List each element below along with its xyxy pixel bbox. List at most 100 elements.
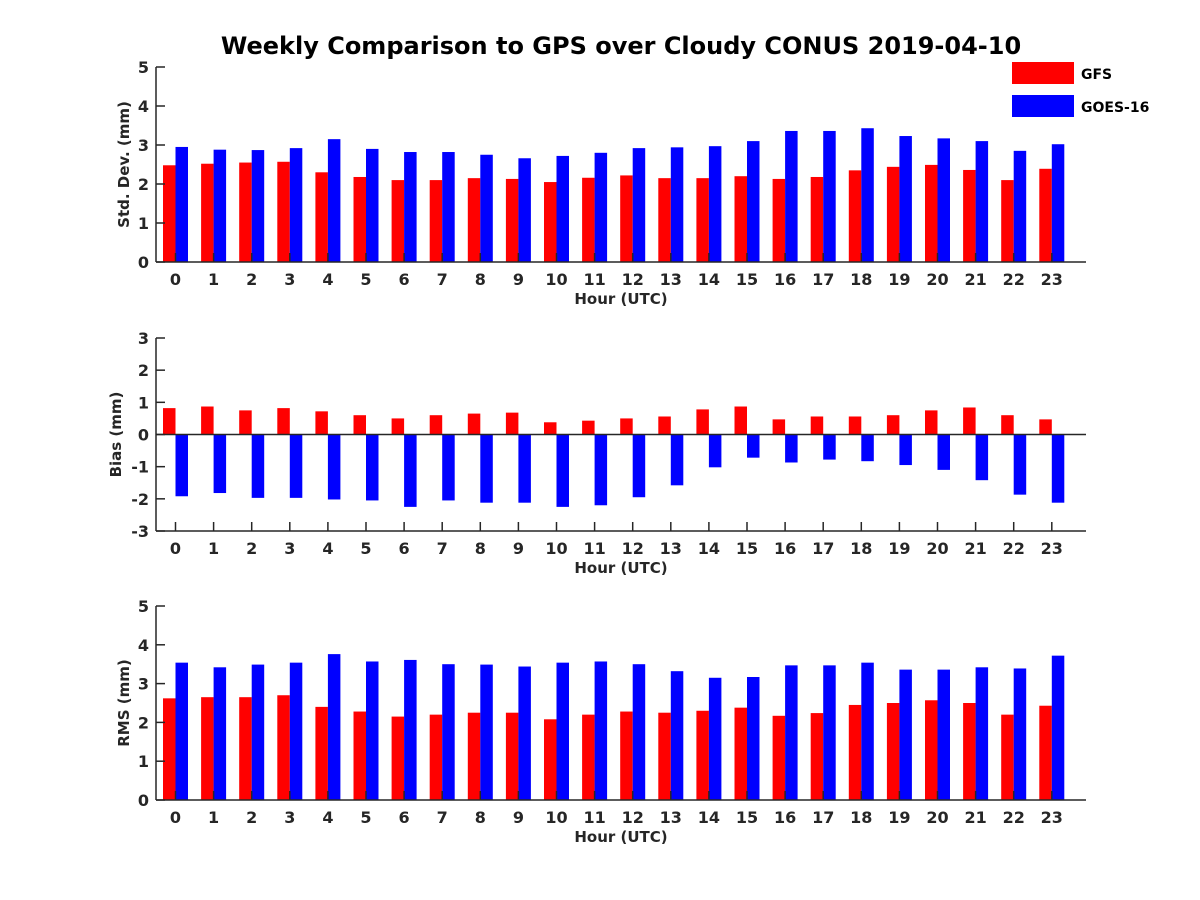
std-dev-bar-goes16-19	[899, 136, 912, 262]
rms-bar-goes16-22	[1013, 668, 1027, 800]
std-dev-x-tick-label: 13	[660, 270, 682, 289]
legend: GFS GOES-16	[1012, 62, 1149, 117]
bias-x-tick-label: 2	[246, 539, 257, 558]
bias-x-tick-label: 12	[622, 539, 644, 558]
bias-x-tick-label: 14	[698, 539, 720, 558]
std-dev-bar-goes16-6	[404, 152, 417, 262]
bias-bar-gfs-5	[353, 415, 366, 435]
rms-bar-gfs-3	[277, 695, 290, 800]
bias-x-tick-label: 18	[850, 539, 872, 558]
std-dev-x-tick-label: 22	[1003, 270, 1025, 289]
bias-bar-goes16-11	[594, 434, 608, 506]
rms-bar-gfs-5	[353, 711, 366, 800]
bias-bar-gfs-10	[544, 422, 557, 435]
std-dev-bar-gfs-1	[201, 163, 214, 262]
std-dev-bar-gfs-10	[544, 182, 557, 262]
bias-bar-gfs-19	[886, 415, 900, 435]
bias-x-tick-label: 1	[208, 539, 219, 558]
std-dev-bar-gfs-23	[1039, 168, 1052, 262]
std-dev-x-axis-label: Hour (UTC)	[574, 290, 667, 308]
rms-bar-gfs-15	[734, 707, 747, 800]
rms-bar-gfs-23	[1039, 705, 1052, 800]
rms-bar-goes16-19	[899, 669, 912, 800]
std-dev-bar-goes16-12	[632, 148, 646, 262]
bias-x-tick-label: 13	[660, 539, 682, 558]
std-dev-bar-goes16-5	[366, 148, 379, 262]
rms-x-tick-label: 11	[583, 808, 605, 827]
std-dev-bar-gfs-7	[429, 180, 443, 262]
std-dev-bar-goes16-1	[213, 149, 227, 262]
std-dev-bar-goes16-13	[670, 147, 684, 262]
bias-bar-gfs-3	[277, 408, 290, 435]
rms-bar-goes16-4	[327, 654, 341, 800]
bias-bar-goes16-9	[518, 434, 531, 503]
bias-bar-goes16-5	[366, 434, 379, 501]
rms-bar-goes16-16	[785, 665, 798, 800]
bias-bar-gfs-22	[1001, 415, 1014, 435]
std-dev-y-tick-label: 4	[138, 97, 149, 116]
rms-bar-goes16-12	[632, 664, 646, 800]
bias-bar-gfs-17	[810, 416, 824, 435]
std-dev-bar-gfs-5	[353, 176, 366, 262]
rms-bar-goes16-23	[1051, 655, 1065, 800]
bias-x-tick-label: 7	[437, 539, 448, 558]
bias-x-tick-label: 22	[1003, 539, 1025, 558]
rms-x-tick-label: 6	[399, 808, 410, 827]
rms-bar-goes16-0	[175, 662, 188, 800]
bias-y-tick-label: -1	[131, 458, 149, 477]
rms-bar-gfs-22	[1001, 714, 1014, 800]
bias-bar-gfs-7	[429, 415, 443, 435]
legend-label-gfs: GFS	[1081, 67, 1112, 83]
rms-bar-gfs-7	[429, 714, 443, 800]
std-dev-x-tick-label: 18	[850, 270, 872, 289]
rms-bar-goes16-14	[708, 677, 722, 800]
legend-swatch-gfs	[1012, 62, 1074, 84]
rms-bar-goes16-7	[442, 664, 455, 800]
bias-bar-gfs-18	[848, 416, 862, 435]
std-dev-bar-goes16-21	[975, 141, 989, 262]
rms-x-tick-label: 2	[246, 808, 257, 827]
std-dev-bar-gfs-17	[810, 176, 824, 262]
bias-bar-gfs-23	[1039, 419, 1052, 435]
rms-bar-goes16-15	[747, 677, 760, 800]
bias-bar-gfs-9	[505, 412, 519, 435]
std-dev-bar-gfs-13	[658, 178, 671, 262]
bias-bar-gfs-21	[963, 407, 976, 435]
std-dev-x-tick-label: 2	[246, 270, 257, 289]
bias-bar-goes16-18	[861, 434, 874, 462]
std-dev-x-tick-label: 3	[284, 270, 295, 289]
bias-bar-gfs-20	[925, 410, 938, 435]
bias-y-tick-label: 3	[138, 329, 149, 348]
rms-x-tick-label: 13	[660, 808, 682, 827]
std-dev-x-tick-label: 21	[964, 270, 986, 289]
std-dev-y-axis-label: Std. Dev. (mm)	[115, 101, 133, 228]
bias-x-tick-label: 9	[513, 539, 524, 558]
std-dev-bar-gfs-16	[772, 178, 786, 262]
std-dev-bar-gfs-11	[582, 177, 595, 262]
std-dev-y-tick-label: 1	[138, 214, 149, 233]
rms-x-tick-label: 14	[698, 808, 720, 827]
bias-x-tick-label: 6	[399, 539, 410, 558]
std-dev-y-tick-label: 2	[138, 175, 149, 194]
std-dev-bar-goes16-0	[175, 146, 188, 262]
std-dev-y-tick-label: 5	[138, 58, 149, 77]
std-dev-x-tick-label: 17	[812, 270, 834, 289]
std-dev-bar-gfs-15	[734, 176, 747, 262]
std-dev-x-tick-label: 8	[475, 270, 486, 289]
rms-bar-gfs-12	[620, 711, 633, 800]
std-dev-x-tick-label: 14	[698, 270, 720, 289]
std-dev-bar-gfs-22	[1001, 180, 1014, 262]
rms-bar-gfs-17	[810, 713, 824, 800]
bias-bar-goes16-2	[251, 434, 265, 498]
std-dev-x-tick-label: 0	[170, 270, 181, 289]
legend-label-goes16: GOES-16	[1081, 100, 1149, 116]
rms-x-tick-label: 19	[888, 808, 910, 827]
std-dev-bar-goes16-15	[747, 141, 760, 262]
bias-y-tick-label: 1	[138, 393, 149, 412]
bias-bar-gfs-0	[163, 408, 176, 435]
bias-x-tick-label: 4	[322, 539, 333, 558]
rms-bar-gfs-6	[391, 716, 405, 800]
std-dev-bar-gfs-2	[239, 162, 252, 262]
std-dev-y-tick-label: 0	[138, 253, 149, 272]
